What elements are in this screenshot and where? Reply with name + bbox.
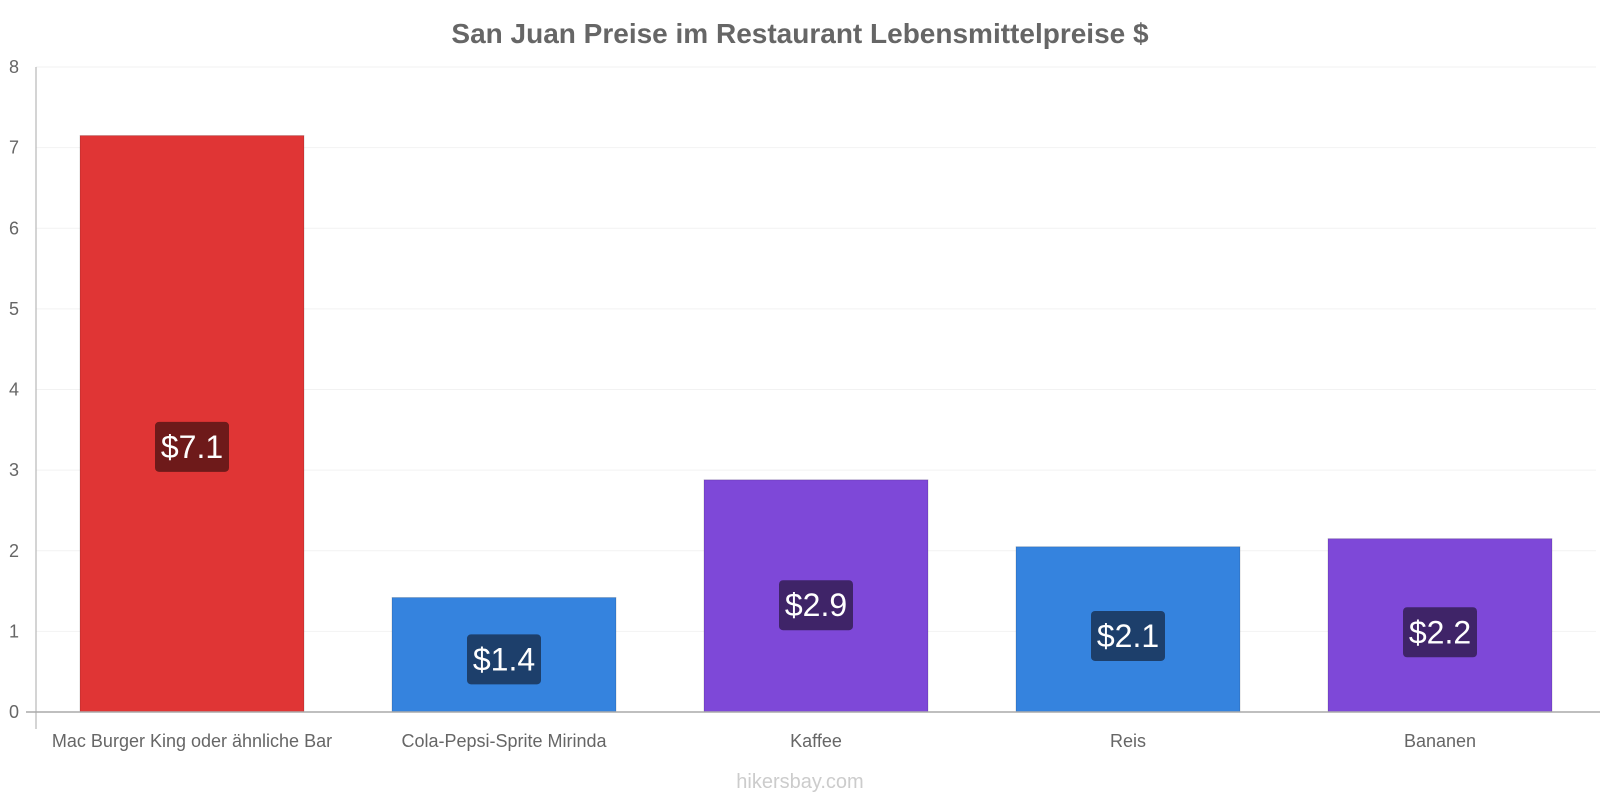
x-category-label: Cola-Pepsi-Sprite Mirinda xyxy=(401,731,607,751)
x-category-label: Reis xyxy=(1110,731,1146,751)
y-tick-label: 5 xyxy=(9,299,19,319)
x-category-label: Mac Burger King oder ähnliche Bar xyxy=(52,731,332,751)
data-label: $2.9 xyxy=(785,587,847,623)
data-label-box xyxy=(779,580,853,631)
x-category-label: Kaffee xyxy=(790,731,842,751)
y-tick-label: 6 xyxy=(9,218,19,238)
data-label-box xyxy=(1403,607,1477,658)
y-tick-label: 2 xyxy=(9,541,19,561)
y-tick-label: 4 xyxy=(9,380,19,400)
data-label-box xyxy=(1091,610,1165,661)
y-tick-label: 1 xyxy=(9,621,19,641)
y-axis-ticks: 0 1 2 3 4 5 6 7 8 xyxy=(9,57,19,722)
data-label-box xyxy=(467,634,541,685)
x-category-label: Bananen xyxy=(1404,731,1476,751)
y-tick-label: 0 xyxy=(9,702,19,722)
credit-text: hikersbay.com xyxy=(736,771,863,793)
y-tick-label: 7 xyxy=(9,138,19,158)
data-label-box xyxy=(155,421,229,472)
data-labels: $7.1 $1.4 $2.9 $2.1 $2.2 xyxy=(155,421,1477,685)
data-label: $2.1 xyxy=(1097,618,1159,654)
x-axis-categories: Mac Burger King oder ähnliche Bar Cola-Pe… xyxy=(52,731,1476,751)
data-label: $2.2 xyxy=(1409,614,1471,650)
y-tick-label: 8 xyxy=(9,57,19,77)
data-label: $7.1 xyxy=(161,429,223,465)
data-label: $1.4 xyxy=(473,641,535,677)
chart-title: San Juan Preise im Restaurant Lebensmitt… xyxy=(451,18,1149,49)
y-tick-label: 3 xyxy=(9,460,19,480)
